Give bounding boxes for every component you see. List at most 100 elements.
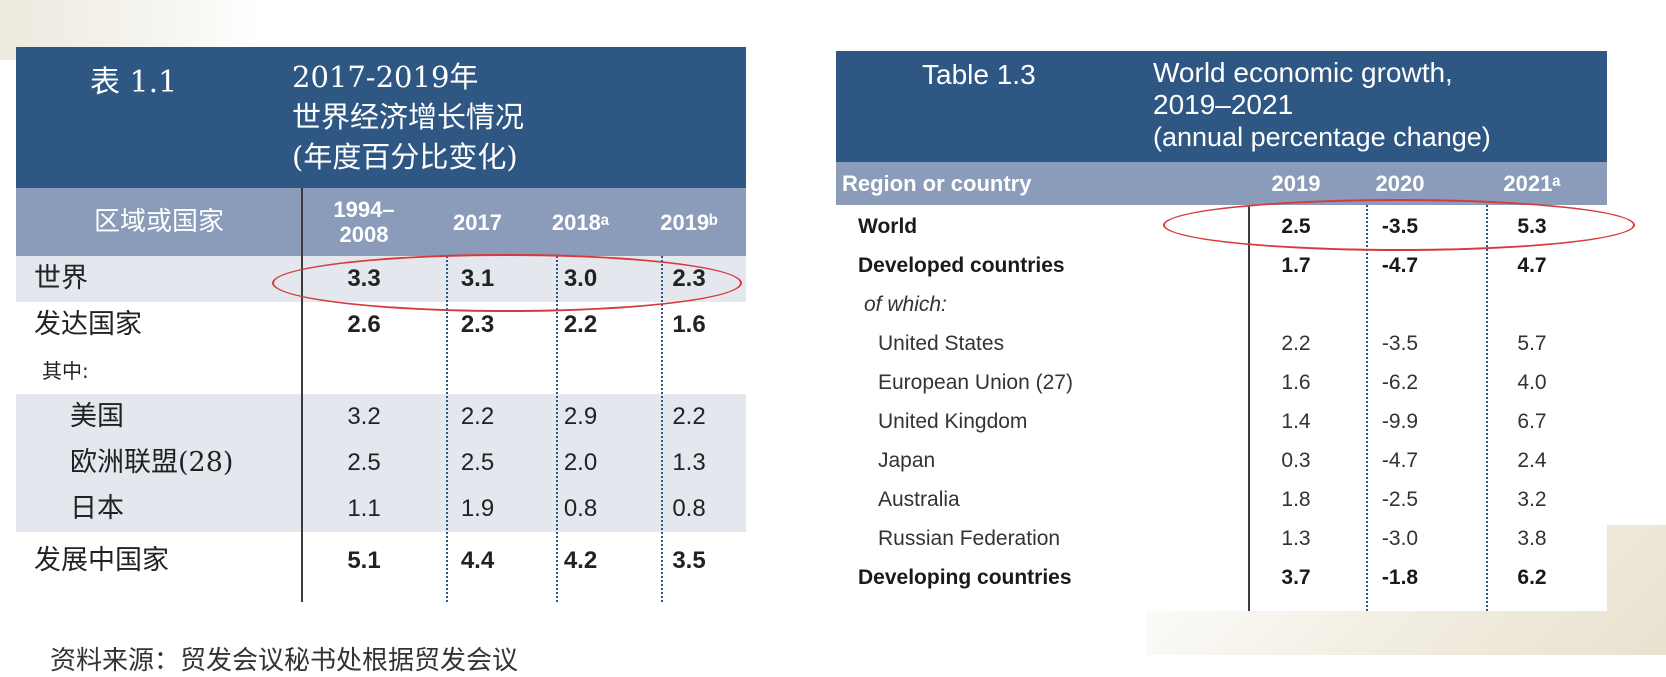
column-divider <box>446 256 448 602</box>
row-label: 美国 <box>70 401 124 432</box>
table-cell: 1.4 <box>1281 410 1311 433</box>
table-cell: -1.8 <box>1381 566 1419 589</box>
row-label: 发展中国家 <box>34 545 169 576</box>
row-label: 发达国家 <box>34 309 142 340</box>
table-row: of which: <box>836 285 1607 324</box>
table-cell: -3.5 <box>1381 332 1419 355</box>
title-line: World economic growth, <box>1153 57 1453 88</box>
column-divider <box>301 188 303 602</box>
growth-table-english: Table 1.3 World economic growth, 2019–20… <box>836 51 1607 611</box>
table-cell: 1.6 <box>1281 371 1311 394</box>
table-row: 发达国家 2.6 2.3 2.2 1.6 <box>16 302 746 348</box>
table-cell: 6.2 <box>1517 566 1547 589</box>
table-row: European Union (27) 1.6 -6.2 4.0 <box>836 363 1607 402</box>
table-cell: 2.5 <box>460 449 495 476</box>
row-label: 其中: <box>42 359 89 383</box>
row-label: 日本 <box>70 493 124 524</box>
table-cell: 2.2 <box>1281 332 1311 355</box>
table-cell: 2.2 <box>460 403 495 430</box>
table-cell: 2.2 <box>672 403 706 430</box>
table-row: Developed countries 1.7 -4.7 4.7 <box>836 246 1607 285</box>
table-cell: 3.2 <box>347 403 381 430</box>
column-header-2019: 2019 <box>1271 171 1321 196</box>
growth-table-chinese: 表 1.1 2017-2019年 世界经济增长情况 (年度百分比变化) 区域或国… <box>16 47 746 602</box>
table-row: Japan 0.3 -4.7 2.4 <box>836 441 1607 480</box>
table-cell: 0.8 <box>563 495 598 522</box>
row-label: 欧洲联盟(28) <box>70 447 234 478</box>
table-cell: 2.2 <box>563 311 598 338</box>
table-row: United States 2.2 -3.5 5.7 <box>836 324 1607 363</box>
table-cell: 2.9 <box>563 403 598 430</box>
table-cell: 5.1 <box>347 547 381 574</box>
table-cell: -6.2 <box>1381 371 1419 394</box>
title-line: (年度百分比变化) <box>292 140 518 174</box>
row-label: United Kingdom <box>878 410 1028 433</box>
column-header-2020: 2020 <box>1375 171 1425 196</box>
source-footnote: 资料来源：贸发会议秘书处根据贸发会议 <box>50 646 519 676</box>
column-header-row: Region or country 2019 2020 2021ᵃ <box>836 162 1607 205</box>
row-label: 世界 <box>34 263 88 294</box>
column-header-2018: 2018ᵃ <box>551 209 610 235</box>
table-cell: 5.7 <box>1517 332 1547 355</box>
table-cell: 2.4 <box>1517 449 1547 472</box>
table-cell: 4.7 <box>1517 254 1547 277</box>
table-cell: 3.8 <box>1517 527 1547 550</box>
highlight-ellipse <box>1163 199 1635 251</box>
row-label: Developed countries <box>858 254 1065 277</box>
row-label: World <box>858 215 918 238</box>
table-header-banner: 表 1.1 2017-2019年 世界经济增长情况 (年度百分比变化) <box>16 47 746 188</box>
column-header-2021: 2021ᵃ <box>1503 171 1561 196</box>
column-divider <box>1248 205 1250 611</box>
column-header-row: 区域或国家 1994–2008 2017 2018ᵃ 2019ᵇ <box>16 188 746 256</box>
title-line: 世界经济增长情况 <box>292 100 525 134</box>
table-cell: 0.8 <box>672 495 706 522</box>
row-label: of which: <box>864 293 947 316</box>
table-row: United Kingdom 1.4 -9.9 6.7 <box>836 402 1607 441</box>
table-row: 发展中国家 5.1 4.4 4.2 3.5 <box>16 538 746 584</box>
row-label: United States <box>878 332 1005 355</box>
table-cell: 4.4 <box>460 547 495 574</box>
table-number: 表 1.1 <box>90 65 178 100</box>
table-cell: -4.7 <box>1381 254 1419 277</box>
title-subline: (annual percentage change) <box>1153 122 1491 152</box>
table-cell: 4.2 <box>563 547 598 574</box>
row-label: Japan <box>878 449 936 472</box>
table-row: 其中: <box>16 348 746 394</box>
table-cell: 4.0 <box>1517 371 1547 394</box>
table-row: 美国 3.2 2.2 2.9 2.2 <box>16 394 746 440</box>
row-label: Developing countries <box>858 566 1072 589</box>
table-cell: 2.0 <box>563 449 598 476</box>
table-cell: -4.7 <box>1381 449 1419 472</box>
table-cell: -2.5 <box>1381 488 1419 511</box>
table-cell: -3.0 <box>1381 527 1419 550</box>
column-divider <box>1366 205 1368 611</box>
table-header-banner: Table 1.3 World economic growth, 2019–20… <box>836 51 1607 162</box>
table-cell: 3.7 <box>1281 566 1311 589</box>
table-cell: 2.6 <box>347 311 381 338</box>
column-divider <box>556 256 558 602</box>
title-line: 2019–2021 <box>1153 89 1294 120</box>
table-cell: 3.5 <box>672 547 706 574</box>
column-divider <box>1486 205 1488 611</box>
column-header-region: Region or country <box>842 171 1032 196</box>
table-cell: 1.9 <box>460 495 495 522</box>
title-line: 2017-2019年 <box>292 60 479 94</box>
table-row: 日本 1.1 1.9 0.8 0.8 <box>16 486 746 532</box>
table-title: 2017-2019年 世界经济增长情况 (年度百分比变化) <box>292 57 524 177</box>
table-row: Australia 1.8 -2.5 3.2 <box>836 480 1607 519</box>
table-cell: 3.2 <box>1517 488 1547 511</box>
table-row: 欧洲联盟(28) 2.5 2.5 2.0 1.3 <box>16 440 746 486</box>
table-cell: 1.3 <box>1281 527 1311 550</box>
table-title: World economic growth, 2019–2021 (annual… <box>1153 57 1491 153</box>
table-cell: 6.7 <box>1517 410 1547 433</box>
column-header-2017: 2017 <box>453 209 502 235</box>
table-row: Developing countries 3.7 -1.8 6.2 <box>836 558 1607 597</box>
table-cell: 1.7 <box>1281 254 1311 277</box>
table-cell: 1.6 <box>672 311 706 338</box>
column-header-1994-2008: 1994–2008 <box>333 197 395 247</box>
table-cell: 2.5 <box>347 449 381 476</box>
table-cell: 1.1 <box>347 495 381 522</box>
table-cell: 2.3 <box>460 311 495 338</box>
table-cell: -9.9 <box>1381 410 1419 433</box>
table-number: Table 1.3 <box>922 59 1036 90</box>
